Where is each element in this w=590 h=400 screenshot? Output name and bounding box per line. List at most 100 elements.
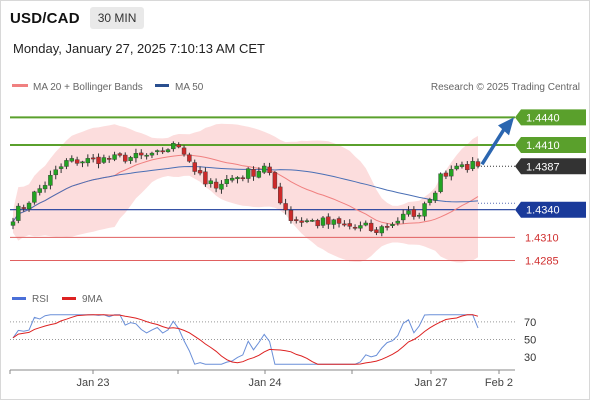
candle-body — [42, 185, 48, 190]
level-label-1.4285: 1.4285 — [525, 256, 559, 268]
candle-body — [32, 191, 37, 203]
candle-body — [139, 152, 144, 156]
level-lines: 1.4440 1.4410 1.4340 1.4310 1.4285 1.4387 — [10, 109, 586, 268]
candle-body — [128, 157, 133, 161]
candle-body — [288, 210, 294, 221]
candle-body — [459, 164, 465, 167]
candle-body — [427, 199, 433, 203]
candle-body — [315, 220, 320, 227]
candle-body — [133, 153, 139, 159]
candle-body — [155, 150, 160, 153]
x-axis: Jan 23 Jan 24 Jan 27 Feb 2 — [9, 370, 513, 389]
ma20-legend-label: MA 20 + Bollinger Bands — [33, 82, 143, 93]
candle-body — [101, 157, 107, 163]
timeframe-button[interactable]: 30 MIN — [89, 7, 145, 29]
candle-body — [181, 147, 187, 155]
candle-body — [294, 219, 299, 221]
candle-body — [213, 181, 219, 189]
rsi-tick-70: 70 — [524, 317, 536, 329]
candle-body — [53, 169, 58, 176]
candle-body — [358, 225, 363, 229]
rsi-legend-swatch — [12, 297, 26, 300]
candle-body — [80, 161, 85, 164]
candle-body — [69, 158, 74, 162]
candle-body — [363, 222, 368, 226]
candle-body — [256, 171, 262, 178]
candle-body — [144, 154, 149, 157]
candle-body — [449, 169, 454, 177]
candle-body — [123, 154, 128, 162]
candle-body — [64, 160, 69, 167]
level-label-1.4340: 1.4340 — [526, 205, 560, 217]
candle-body — [160, 150, 165, 153]
candle-body — [235, 177, 240, 180]
candle-body — [187, 154, 192, 162]
candle-body — [368, 222, 374, 231]
candle-body — [379, 226, 384, 234]
candle-body — [433, 192, 438, 201]
level-label-1.4310: 1.4310 — [525, 232, 559, 244]
ma20-legend-swatch — [12, 84, 28, 87]
moving-averages — [12, 154, 479, 225]
header: USD/CAD 30 MIN — [10, 7, 145, 29]
forecast-arrow-head — [498, 117, 514, 136]
candle-body — [320, 217, 326, 226]
candle-body — [283, 203, 288, 211]
rsi-tick-50: 50 — [524, 335, 536, 347]
candle-body — [304, 220, 310, 223]
candle-body — [203, 171, 208, 185]
candle-body — [454, 165, 459, 170]
x-tick-label: Jan 27 — [414, 377, 447, 389]
rsi-ma-line — [12, 314, 479, 365]
candle-body — [299, 220, 304, 223]
candle-body — [465, 164, 470, 171]
candle-body — [310, 220, 315, 222]
rsi-panel: 70 50 30 — [10, 314, 536, 365]
candle-body — [406, 210, 411, 215]
candle-body — [438, 173, 443, 192]
candle-body — [85, 158, 91, 164]
candle-body — [16, 205, 21, 221]
candle-body — [171, 143, 176, 150]
candle-body — [400, 213, 406, 221]
rsi-legend-label: RSI — [32, 294, 49, 305]
candle-body — [10, 221, 16, 226]
candle-body — [96, 156, 101, 164]
candle-body — [219, 183, 224, 190]
level-label-1.4440: 1.4440 — [526, 112, 560, 124]
candle-body — [278, 186, 283, 204]
candle-body — [336, 218, 342, 224]
rsi-ma-legend-swatch — [62, 297, 76, 300]
candle-body — [384, 226, 390, 228]
level-tag-1.4410 — [515, 137, 586, 154]
candle-body — [342, 223, 347, 226]
candles — [10, 141, 481, 237]
candle-body — [90, 157, 96, 160]
candle-body — [475, 161, 481, 167]
candle-body — [326, 216, 331, 225]
candle-body — [267, 166, 272, 174]
candle-body — [470, 161, 475, 169]
level-tag-1.4440 — [515, 109, 586, 126]
candle-body — [112, 154, 117, 160]
x-tick-label: Jan 23 — [76, 377, 109, 389]
candle-body — [374, 229, 379, 233]
candle-body — [272, 172, 278, 189]
ma50-legend-label: MA 50 — [175, 82, 204, 93]
level-label-1.4410: 1.4410 — [526, 140, 560, 152]
candle-body — [229, 177, 235, 181]
ma50-line — [12, 165, 479, 222]
symbol-title: USD/CAD — [10, 9, 80, 27]
candle-body — [417, 214, 422, 217]
candle-body — [197, 170, 203, 174]
candle-body — [149, 152, 155, 156]
level-tag-1.4340 — [515, 201, 586, 218]
x-tick-label: Feb 2 — [485, 377, 513, 389]
candle-body — [443, 172, 449, 177]
forecast-arrow-shaft — [480, 128, 506, 166]
candle-body — [26, 202, 32, 210]
candle-body — [411, 209, 417, 217]
candle-body — [192, 162, 197, 172]
candle-body — [48, 175, 53, 186]
current-price-label: 1.4387 — [526, 161, 560, 173]
